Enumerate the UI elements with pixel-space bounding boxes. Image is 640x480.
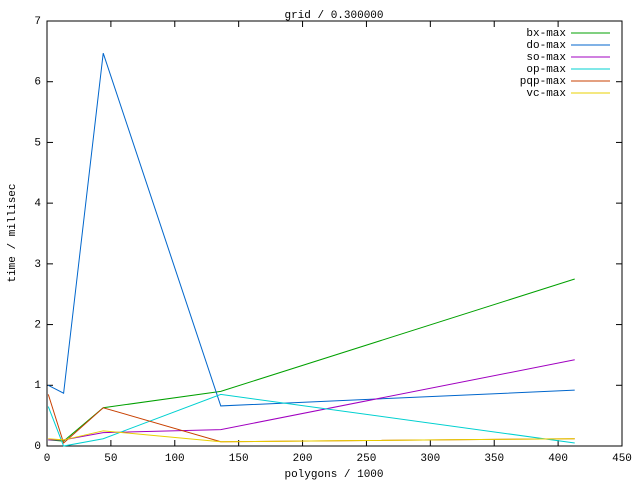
- y-tick-label: 5: [34, 137, 41, 149]
- plot-border: [46, 20, 623, 447]
- chart-title: grid / 0.300000: [284, 10, 383, 22]
- x-tick-label: 150: [229, 453, 249, 465]
- legend-label: pqp-max: [520, 76, 567, 88]
- legend-label: vc-max: [526, 88, 566, 100]
- series-line: [47, 393, 575, 447]
- series-line: [48, 430, 575, 443]
- legend-label: do-max: [526, 40, 566, 52]
- x-tick-label: 200: [293, 453, 313, 465]
- series-line: [48, 359, 575, 441]
- y-tick-label: 6: [34, 77, 41, 89]
- legend-label: so-max: [526, 52, 566, 64]
- x-tick-label: 250: [357, 453, 377, 465]
- x-tick-label: 350: [484, 453, 504, 465]
- x-tick-label: 100: [165, 453, 185, 465]
- y-tick-label: 2: [34, 319, 41, 331]
- x-tick-label: 0: [44, 453, 51, 465]
- y-tick-label: 1: [34, 380, 41, 392]
- y-axis-label: time / millisec: [7, 183, 19, 282]
- legend-label: op-max: [526, 64, 566, 76]
- x-axis-label: polygons / 1000: [284, 469, 383, 480]
- x-tick-label: 50: [104, 453, 117, 465]
- series-line: [48, 278, 575, 442]
- y-tick-label: 4: [34, 198, 41, 210]
- legend-label: bx-max: [526, 28, 566, 40]
- y-tick-label: 7: [34, 16, 41, 28]
- x-tick-label: 450: [612, 453, 632, 465]
- series-line: [48, 53, 575, 407]
- y-tick-label: 0: [34, 441, 41, 453]
- y-tick-label: 3: [34, 259, 41, 271]
- x-tick-label: 300: [420, 453, 440, 465]
- x-tick-label: 400: [548, 453, 568, 465]
